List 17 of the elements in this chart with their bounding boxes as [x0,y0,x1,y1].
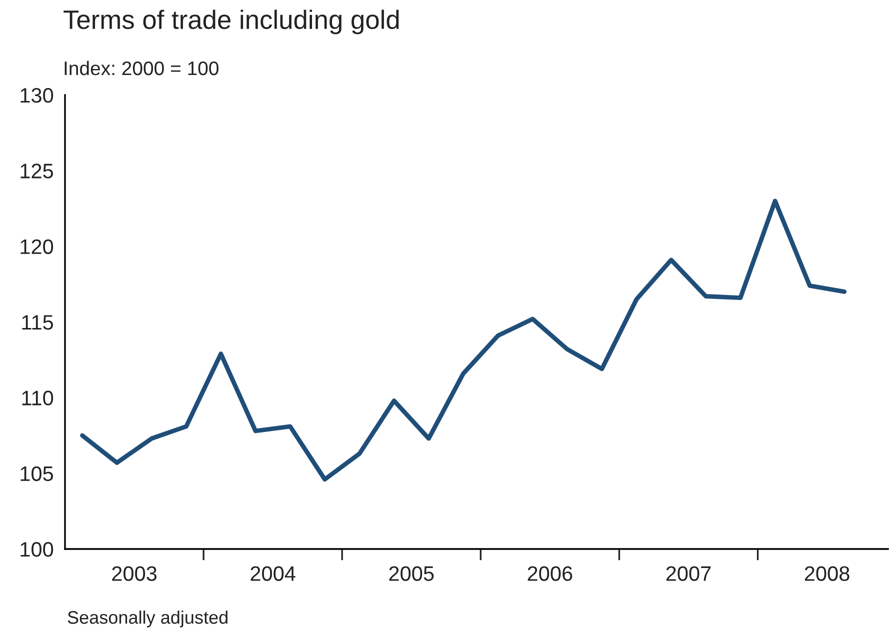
x-tick-label: 2006 [528,566,572,581]
y-tick-label: 110 [22,390,54,406]
chart-title: Terms of trade including gold [64,10,399,34]
chart-subtitle: Index: 2000 = 100 [64,60,218,76]
text: Seasonally adjusted [68,610,228,628]
y-tick-label: 100 [20,542,54,557]
y-tick-label: 115 [22,315,54,330]
x-tick-label: 2005 [389,566,434,581]
line-series [80,198,847,482]
x-tick-label: 2004 [250,566,296,581]
x-tick-label: 2008 [804,566,850,581]
y-tick-label: 120 [20,239,54,254]
y-tick-label: 130 [20,88,54,103]
x-tick-label: 2007 [666,566,711,581]
y-tick-label: 125 [20,164,54,178]
x-tick-label: 2003 [112,566,157,581]
y-tick-label: 105 [20,466,54,482]
